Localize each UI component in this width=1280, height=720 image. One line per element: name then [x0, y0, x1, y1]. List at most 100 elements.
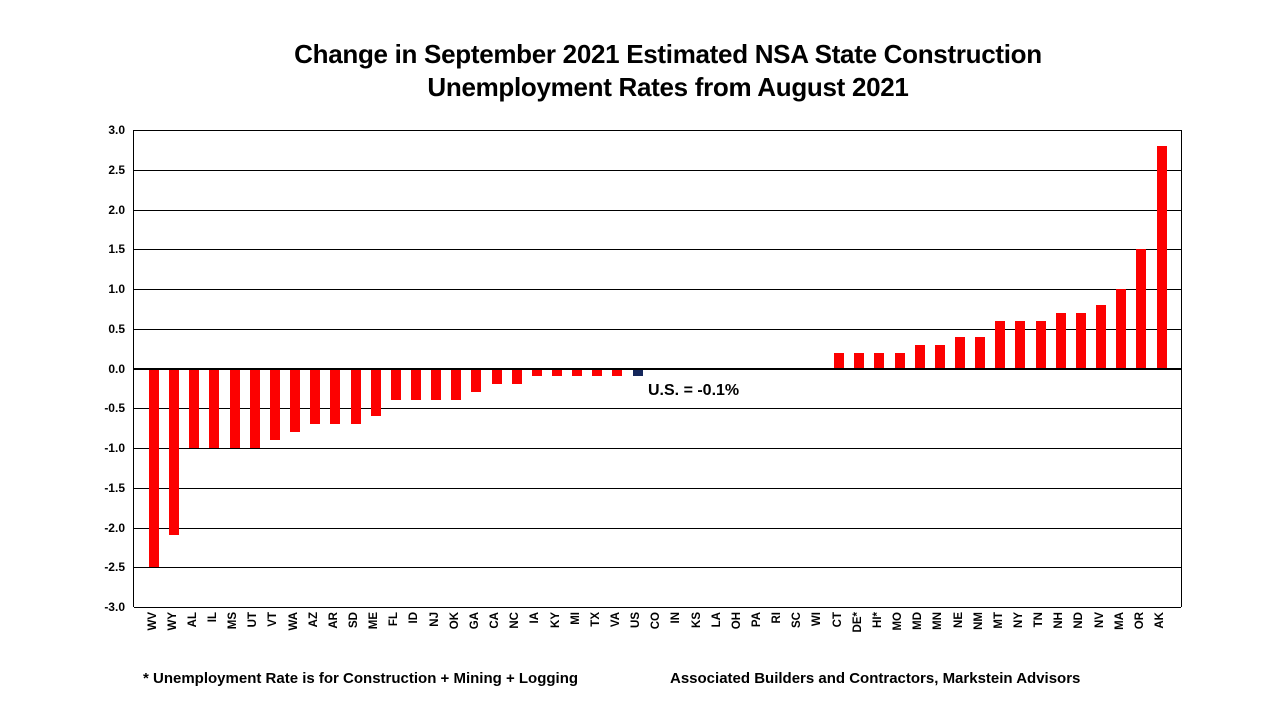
x-tick-label-AL: AL [186, 612, 199, 628]
x-tick-label-VA: VA [609, 612, 622, 628]
gridline [134, 487, 1181, 489]
x-tick-label-TX: TX [589, 612, 602, 627]
gridline [134, 607, 1181, 608]
gridline [134, 209, 1181, 211]
bar-ME [370, 368, 381, 417]
x-tick-label-WA: WA [287, 612, 300, 631]
y-tick-label: 2.5 [108, 162, 125, 177]
bar-IA [531, 368, 542, 377]
x-tick-label-MD: MD [912, 612, 925, 630]
footnote-right: Associated Builders and Contractors, Mar… [670, 670, 1081, 687]
x-tick-label-IL: IL [206, 612, 219, 623]
bar-DE [854, 352, 865, 369]
gridline [134, 408, 1181, 410]
x-tick-label-NJ: NJ [428, 612, 441, 627]
bar-CA [491, 368, 502, 385]
bar-US [632, 368, 643, 377]
x-tick-label-MS: MS [227, 612, 240, 630]
chart-title: Change in September 2021 Estimated NSA S… [56, 38, 1280, 104]
x-tick-label-AR: AR [327, 612, 340, 629]
bar-UT [249, 368, 260, 448]
bar-AL [189, 368, 200, 448]
bar-AK [1156, 145, 1167, 369]
x-tick-label-FL: FL [388, 612, 401, 627]
y-tick-label: 0.0 [108, 361, 125, 376]
x-tick-label-MT: MT [992, 612, 1005, 629]
x-tick-label-NH: NH [1053, 612, 1066, 629]
bar-NM [975, 336, 986, 369]
x-tick-label-NC: NC [509, 612, 522, 629]
y-tick-label: 1.5 [108, 242, 125, 257]
x-tick-label-SD: SD [348, 612, 360, 628]
bar-VA [612, 368, 623, 377]
x-tick-label-UT: UT [247, 612, 260, 628]
bar-MS [229, 368, 240, 448]
bar-HI [874, 352, 885, 369]
x-tick-label-SC: SC [791, 612, 804, 628]
y-tick-label: -3.0 [104, 600, 125, 614]
bar-MO [894, 352, 905, 369]
bar-WY [169, 368, 180, 536]
bar-NH [1055, 312, 1066, 369]
gridline [134, 169, 1181, 171]
zero-axis-line [134, 367, 1181, 370]
bar-OK [451, 368, 462, 401]
x-tick-label-MA: MA [1113, 612, 1126, 630]
y-tick-label: 1.0 [108, 282, 125, 296]
x-tick-label-NV: NV [1093, 612, 1106, 628]
x-tick-label-MI: MI [569, 612, 582, 625]
bar-SD [350, 368, 361, 425]
x-tick-label-OH: OH [730, 612, 743, 630]
bar-ID [410, 368, 421, 401]
bar-AZ [310, 368, 321, 425]
bar-KY [552, 368, 562, 377]
bar-MN [934, 344, 945, 369]
bar-GA [471, 368, 482, 393]
x-tick-label-GA: GA [468, 612, 481, 630]
plot-area [133, 130, 1182, 608]
x-tick-label-KY: KY [549, 612, 562, 628]
x-tick-label-LA: LA [710, 612, 723, 628]
y-tick-label: 0.5 [108, 321, 125, 336]
bar-FL [390, 368, 401, 401]
x-tick-label-CT: CT [831, 612, 844, 628]
x-tick-label-AK: AK [1154, 612, 1166, 629]
x-tick-label-PA: PA [751, 612, 763, 628]
chart-title-line2: Unemployment Rates from August 2021 [427, 72, 909, 102]
x-tick-label-DE: DE* [851, 612, 864, 633]
bar-NV [1096, 304, 1107, 369]
x-tick-label-US: US [630, 612, 643, 628]
gridline [134, 567, 1181, 569]
us-annotation: U.S. = -0.1% [648, 382, 740, 399]
x-tick-label-TN: TN [1033, 612, 1046, 628]
x-tick-label-NE: NE [952, 612, 965, 628]
gridline [134, 527, 1181, 529]
bar-MI [572, 368, 583, 377]
y-tick-label: -1.5 [104, 480, 125, 495]
bar-TX [592, 368, 603, 377]
gridline [134, 328, 1181, 330]
y-tick-label: -2.0 [104, 520, 125, 535]
x-tick-label-NY: NY [1012, 612, 1025, 628]
bar-VT [269, 368, 280, 441]
bar-NJ [431, 368, 442, 401]
x-tick-label-MO: MO [892, 612, 905, 631]
bar-WA [290, 368, 301, 433]
x-tick-label-KS: KS [690, 612, 703, 628]
x-tick-label-WY: WY [166, 612, 179, 631]
y-tick-label: -1.0 [104, 441, 125, 455]
x-tick-label-CO: CO [650, 612, 663, 630]
gridline [134, 130, 1181, 131]
x-tick-label-MN: MN [932, 612, 945, 630]
bar-CT [834, 352, 845, 369]
y-tick-label: 3.0 [108, 123, 125, 137]
x-tick-label-WV: WV [146, 612, 159, 631]
gridline [134, 289, 1181, 290]
x-tick-label-ID: ID [408, 612, 421, 624]
x-tick-label-VT: VT [267, 612, 280, 627]
bar-IL [209, 368, 220, 448]
bar-AR [330, 368, 341, 425]
chart-title-line1: Change in September 2021 Estimated NSA S… [294, 39, 1042, 69]
gridline [134, 448, 1181, 449]
